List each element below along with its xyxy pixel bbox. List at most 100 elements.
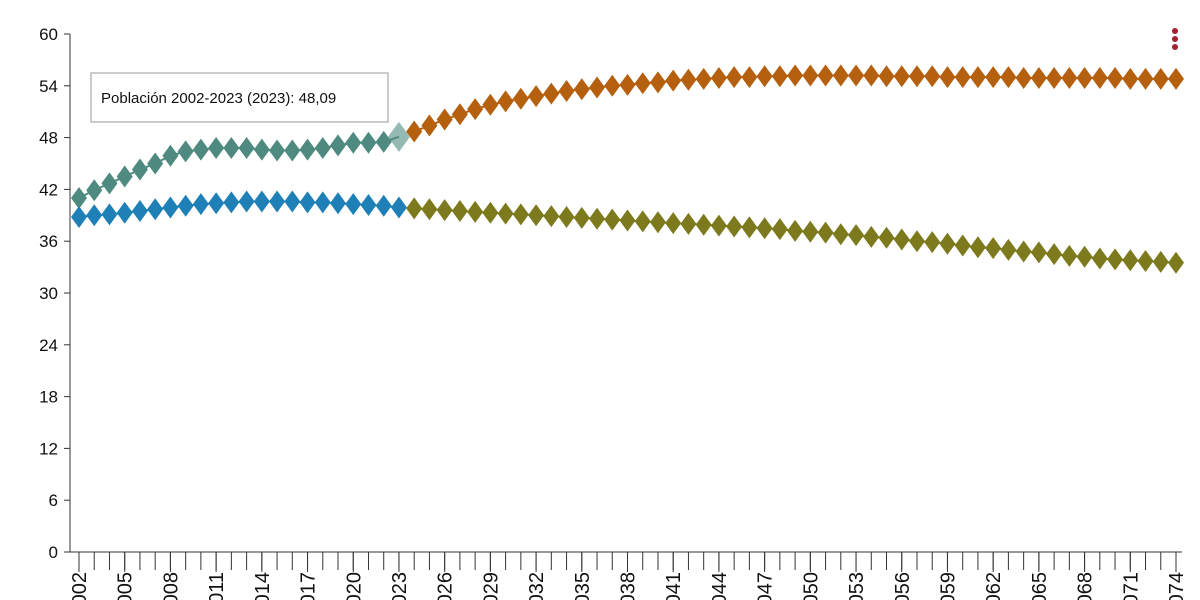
marker xyxy=(360,193,377,216)
marker xyxy=(1061,67,1078,90)
marker xyxy=(1168,251,1184,274)
marker xyxy=(893,65,910,88)
marker xyxy=(634,210,651,233)
y-tick-label: 0 xyxy=(49,543,58,562)
marker xyxy=(269,139,286,162)
marker xyxy=(512,87,529,110)
marker xyxy=(695,213,712,236)
marker xyxy=(345,193,362,216)
x-tick-label: 2014 xyxy=(252,572,274,600)
marker xyxy=(436,108,453,131)
marker xyxy=(497,90,514,113)
marker xyxy=(451,199,468,222)
marker xyxy=(756,65,773,88)
x-tick-label: 2035 xyxy=(572,572,594,600)
marker xyxy=(390,196,407,219)
marker xyxy=(1091,247,1108,270)
marker xyxy=(1076,245,1093,268)
marker xyxy=(299,138,316,161)
y-tick-label: 42 xyxy=(39,180,58,199)
x-tick-label: 2011 xyxy=(206,572,228,600)
marker xyxy=(908,65,925,88)
marker xyxy=(969,66,986,89)
x-tick-label: 2032 xyxy=(526,572,548,600)
marker xyxy=(787,219,804,242)
marker xyxy=(802,220,819,243)
marker xyxy=(71,187,87,210)
marker xyxy=(238,190,255,213)
marker xyxy=(832,223,849,246)
x-tick-label: 2008 xyxy=(160,572,182,600)
marker xyxy=(619,73,636,96)
marker xyxy=(1137,250,1154,273)
menu-icon[interactable] xyxy=(1172,28,1178,50)
marker xyxy=(223,136,240,159)
marker xyxy=(1000,66,1017,89)
x-tick-label: 2053 xyxy=(846,572,868,600)
marker xyxy=(969,236,986,259)
tooltip-text: Población 2002-2023 (2023): 48,09 xyxy=(101,90,336,107)
marker xyxy=(86,204,103,227)
marker xyxy=(726,215,743,238)
marker xyxy=(284,190,301,213)
marker xyxy=(360,131,377,154)
marker xyxy=(985,237,1002,260)
marker xyxy=(330,192,347,215)
marker xyxy=(908,230,925,253)
x-tick-label: 2038 xyxy=(618,572,640,600)
x-tick-label: 2071 xyxy=(1120,572,1142,600)
marker xyxy=(528,85,545,108)
marker xyxy=(345,131,362,154)
marker xyxy=(634,72,651,95)
x-tick-label: 2023 xyxy=(389,572,411,600)
x-tick-label: 2044 xyxy=(709,572,731,600)
marker xyxy=(771,65,788,88)
marker xyxy=(253,138,270,161)
marker xyxy=(665,69,682,92)
marker xyxy=(162,144,179,167)
y-tick-label: 18 xyxy=(39,388,58,407)
y-tick-label: 36 xyxy=(39,232,58,251)
marker xyxy=(482,93,499,116)
marker xyxy=(406,120,423,143)
marker xyxy=(710,67,727,90)
marker xyxy=(604,208,621,231)
marker xyxy=(467,98,484,121)
marker xyxy=(147,152,164,175)
marker xyxy=(695,67,712,90)
y-tick-label: 30 xyxy=(39,284,58,303)
marker xyxy=(467,200,484,223)
x-tick-label: 2068 xyxy=(1075,572,1097,600)
x-tick-label: 2041 xyxy=(663,572,685,600)
marker xyxy=(406,197,423,220)
marker xyxy=(1030,67,1047,90)
y-tick-label: 24 xyxy=(39,336,58,355)
marker xyxy=(330,134,347,157)
marker xyxy=(314,191,331,214)
marker xyxy=(421,114,438,137)
menu-dot xyxy=(1172,44,1178,50)
marker xyxy=(680,212,697,235)
marker xyxy=(375,194,392,217)
marker xyxy=(558,79,575,102)
marker xyxy=(314,136,331,159)
marker xyxy=(101,203,118,226)
marker xyxy=(1137,67,1154,90)
marker xyxy=(939,232,956,255)
marker xyxy=(665,212,682,235)
marker xyxy=(86,179,103,202)
marker xyxy=(1091,67,1108,90)
marker xyxy=(878,65,895,88)
marker xyxy=(741,66,758,89)
marker xyxy=(1076,67,1093,90)
x-tick-label: 2047 xyxy=(755,572,777,600)
marker xyxy=(573,206,590,229)
y-tick-label: 60 xyxy=(39,25,58,44)
marker xyxy=(253,190,270,213)
marker xyxy=(116,201,133,224)
x-tick-label: 2059 xyxy=(937,572,959,600)
marker xyxy=(147,198,164,221)
marker xyxy=(223,191,240,214)
marker xyxy=(1168,67,1184,90)
marker xyxy=(1046,67,1063,90)
